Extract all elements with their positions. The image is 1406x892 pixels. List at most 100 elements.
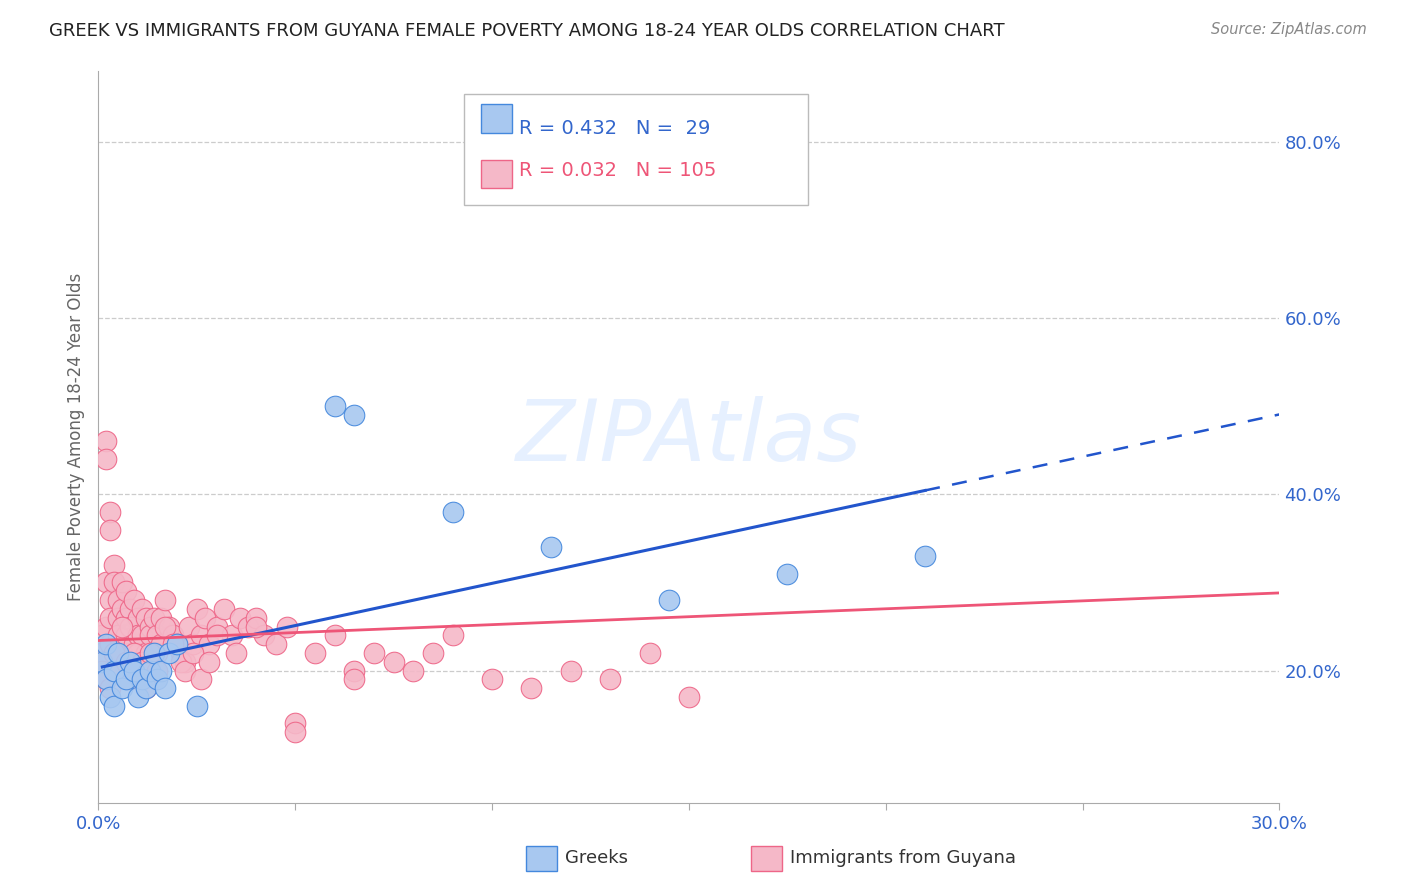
Point [115,655,138,669]
Point [146,673,169,687]
Point [98,681,121,696]
Point [115,611,138,625]
Text: Source: ZipAtlas.com: Source: ZipAtlas.com [1211,22,1367,37]
Point [150,664,173,678]
Point [229,611,252,625]
Point [166,637,188,651]
Point [343,408,366,422]
Point [103,698,125,713]
Point [91,655,114,669]
Point [166,637,188,651]
Point [441,628,464,642]
Point [776,566,799,581]
Point [157,619,180,633]
Point [540,540,562,554]
Point [170,655,193,669]
Point [142,611,165,625]
Point [98,690,121,704]
Point [118,673,141,687]
Point [127,611,149,625]
Point [186,698,208,713]
Point [138,628,160,642]
Point [181,637,204,651]
Point [236,619,259,633]
Point [422,646,444,660]
Point [131,602,153,616]
Point [190,628,212,642]
Point [122,646,145,660]
Point [98,523,121,537]
Point [914,549,936,563]
Point [122,637,145,651]
Point [186,602,208,616]
Point [197,655,219,669]
Point [111,575,134,590]
Point [96,619,118,633]
Point [127,690,149,704]
Point [111,602,134,616]
Point [135,681,157,696]
Point [146,646,169,660]
Point [98,593,121,607]
Point [103,646,125,660]
Point [343,664,366,678]
Point [402,664,425,678]
Point [107,664,129,678]
Point [162,637,184,651]
Point [131,628,153,642]
Point [135,646,157,660]
Point [96,637,118,651]
Point [127,628,149,642]
Point [264,637,287,651]
Point [115,584,138,599]
Point [382,655,405,669]
Point [181,646,204,660]
Point [115,628,138,642]
Point [146,628,169,642]
Point [107,611,129,625]
Point [138,646,160,660]
Point [91,646,114,660]
Point [138,619,160,633]
Point [157,646,180,660]
Point [96,673,118,687]
Point [150,637,173,651]
Text: Immigrants from Guyana: Immigrants from Guyana [790,849,1017,867]
Point [96,673,118,687]
Point [115,673,138,687]
Point [98,637,121,651]
Point [190,673,212,687]
Point [107,646,129,660]
Text: GREEK VS IMMIGRANTS FROM GUYANA FEMALE POVERTY AMONG 18-24 YEAR OLDS CORRELATION: GREEK VS IMMIGRANTS FROM GUYANA FEMALE P… [49,22,1005,40]
Text: R = 0.032   N = 105: R = 0.032 N = 105 [519,161,716,179]
Point [142,646,165,660]
Point [127,646,149,660]
Point [131,673,153,687]
Point [363,646,385,660]
Point [162,628,184,642]
Point [122,593,145,607]
Point [103,575,125,590]
Point [96,452,118,467]
Point [131,655,153,669]
Point [177,619,200,633]
Point [155,681,177,696]
Point [197,637,219,651]
Point [118,619,141,633]
Point [194,611,217,625]
Point [284,725,307,739]
Text: ZIPAtlas: ZIPAtlas [516,395,862,479]
Point [284,716,307,731]
Point [560,664,582,678]
Point [98,611,121,625]
Point [96,434,118,449]
Point [520,681,543,696]
Text: Greeks: Greeks [565,849,628,867]
Point [107,628,129,642]
Point [155,619,177,633]
Point [118,602,141,616]
Point [678,690,700,704]
Point [245,611,267,625]
Point [111,619,134,633]
Point [253,628,276,642]
